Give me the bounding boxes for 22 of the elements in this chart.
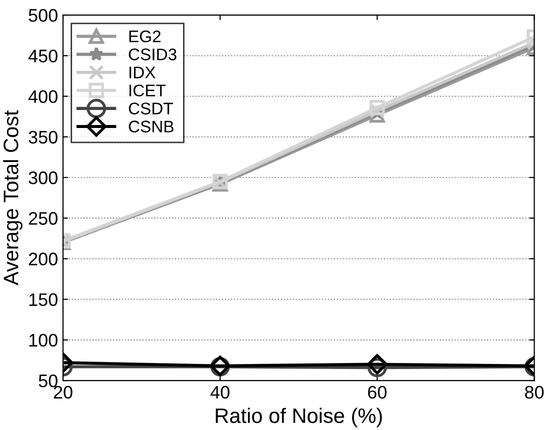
x-axis-title: Ratio of Noise (%) (216, 408, 382, 428)
y-tick-label: 350 (28, 130, 58, 144)
x-tick-label: 60 (368, 386, 387, 399)
y-tick-label: 150 (29, 293, 58, 306)
x-tick-label: 20 (54, 386, 72, 399)
y-tick-label: 100 (29, 334, 58, 347)
legend-label: ICET (130, 84, 166, 96)
y-tick-label: 50 (38, 374, 58, 388)
legend-label: CSDT (128, 102, 174, 114)
y-tick-label: 200 (28, 252, 58, 266)
y-tick-label: 250 (28, 212, 58, 225)
x-tick-label: 40 (210, 386, 230, 399)
y-tick-label: 450 (28, 50, 58, 62)
y-axis-title: Average Total Cost (3, 110, 22, 286)
y-tick-label: 500 (28, 8, 58, 22)
x-tick-label: 80 (525, 386, 544, 399)
legend-label: CSNB (128, 120, 174, 132)
legend-label: CSID3 (128, 48, 176, 60)
y-tick-label: 400 (28, 90, 58, 103)
legend-label: EG2 (129, 30, 161, 42)
y-tick-label: 300 (28, 171, 58, 184)
legend-label: IDX (130, 66, 156, 78)
